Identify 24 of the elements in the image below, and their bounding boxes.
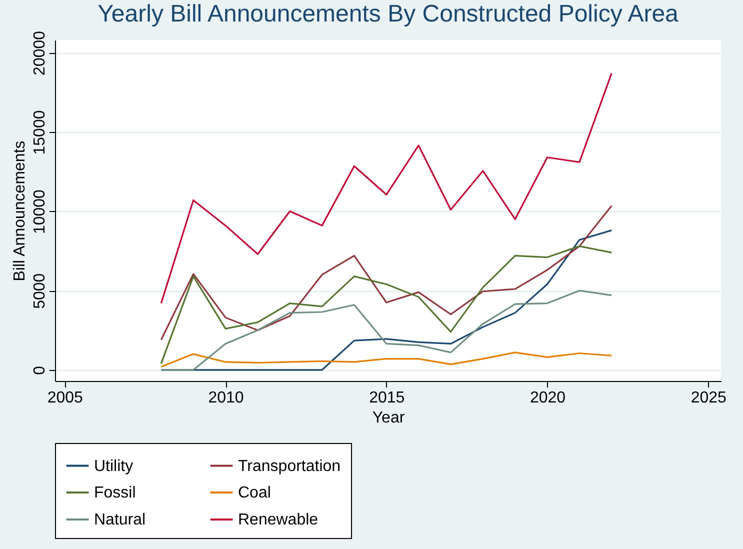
line-series xyxy=(160,204,612,341)
line-series xyxy=(160,245,612,364)
y-tick-label: 5000 xyxy=(32,273,48,309)
line-series xyxy=(160,352,612,368)
legend-label: Utility xyxy=(94,458,134,475)
y-tick-label: 15000 xyxy=(32,110,48,155)
x-axis-title: Year xyxy=(372,410,406,426)
x-tick-label: 2020 xyxy=(530,390,566,406)
x-tick-label: 2015 xyxy=(369,390,405,406)
y-axis-title: Bill Announcements xyxy=(12,140,28,282)
legend-label: Renewable xyxy=(238,512,318,528)
x-tick-label: 2025 xyxy=(690,390,727,406)
legend-label: Natural xyxy=(94,512,146,528)
legend-label: Transportation xyxy=(238,458,341,475)
line-series xyxy=(160,290,612,371)
x-tick-label: 2010 xyxy=(208,390,244,406)
legend-label: Coal xyxy=(238,484,271,502)
y-tick-label: 10000 xyxy=(32,189,48,234)
chart-title: Yearly Bill Announcements By Constructed Policy Area xyxy=(98,0,680,28)
line-series xyxy=(160,72,612,304)
y-tick-label: 0 xyxy=(32,366,48,375)
y-tick-label: 20000 xyxy=(32,30,48,76)
x-tick-label: 2005 xyxy=(47,390,84,406)
legend-label: Fossil xyxy=(94,484,136,502)
